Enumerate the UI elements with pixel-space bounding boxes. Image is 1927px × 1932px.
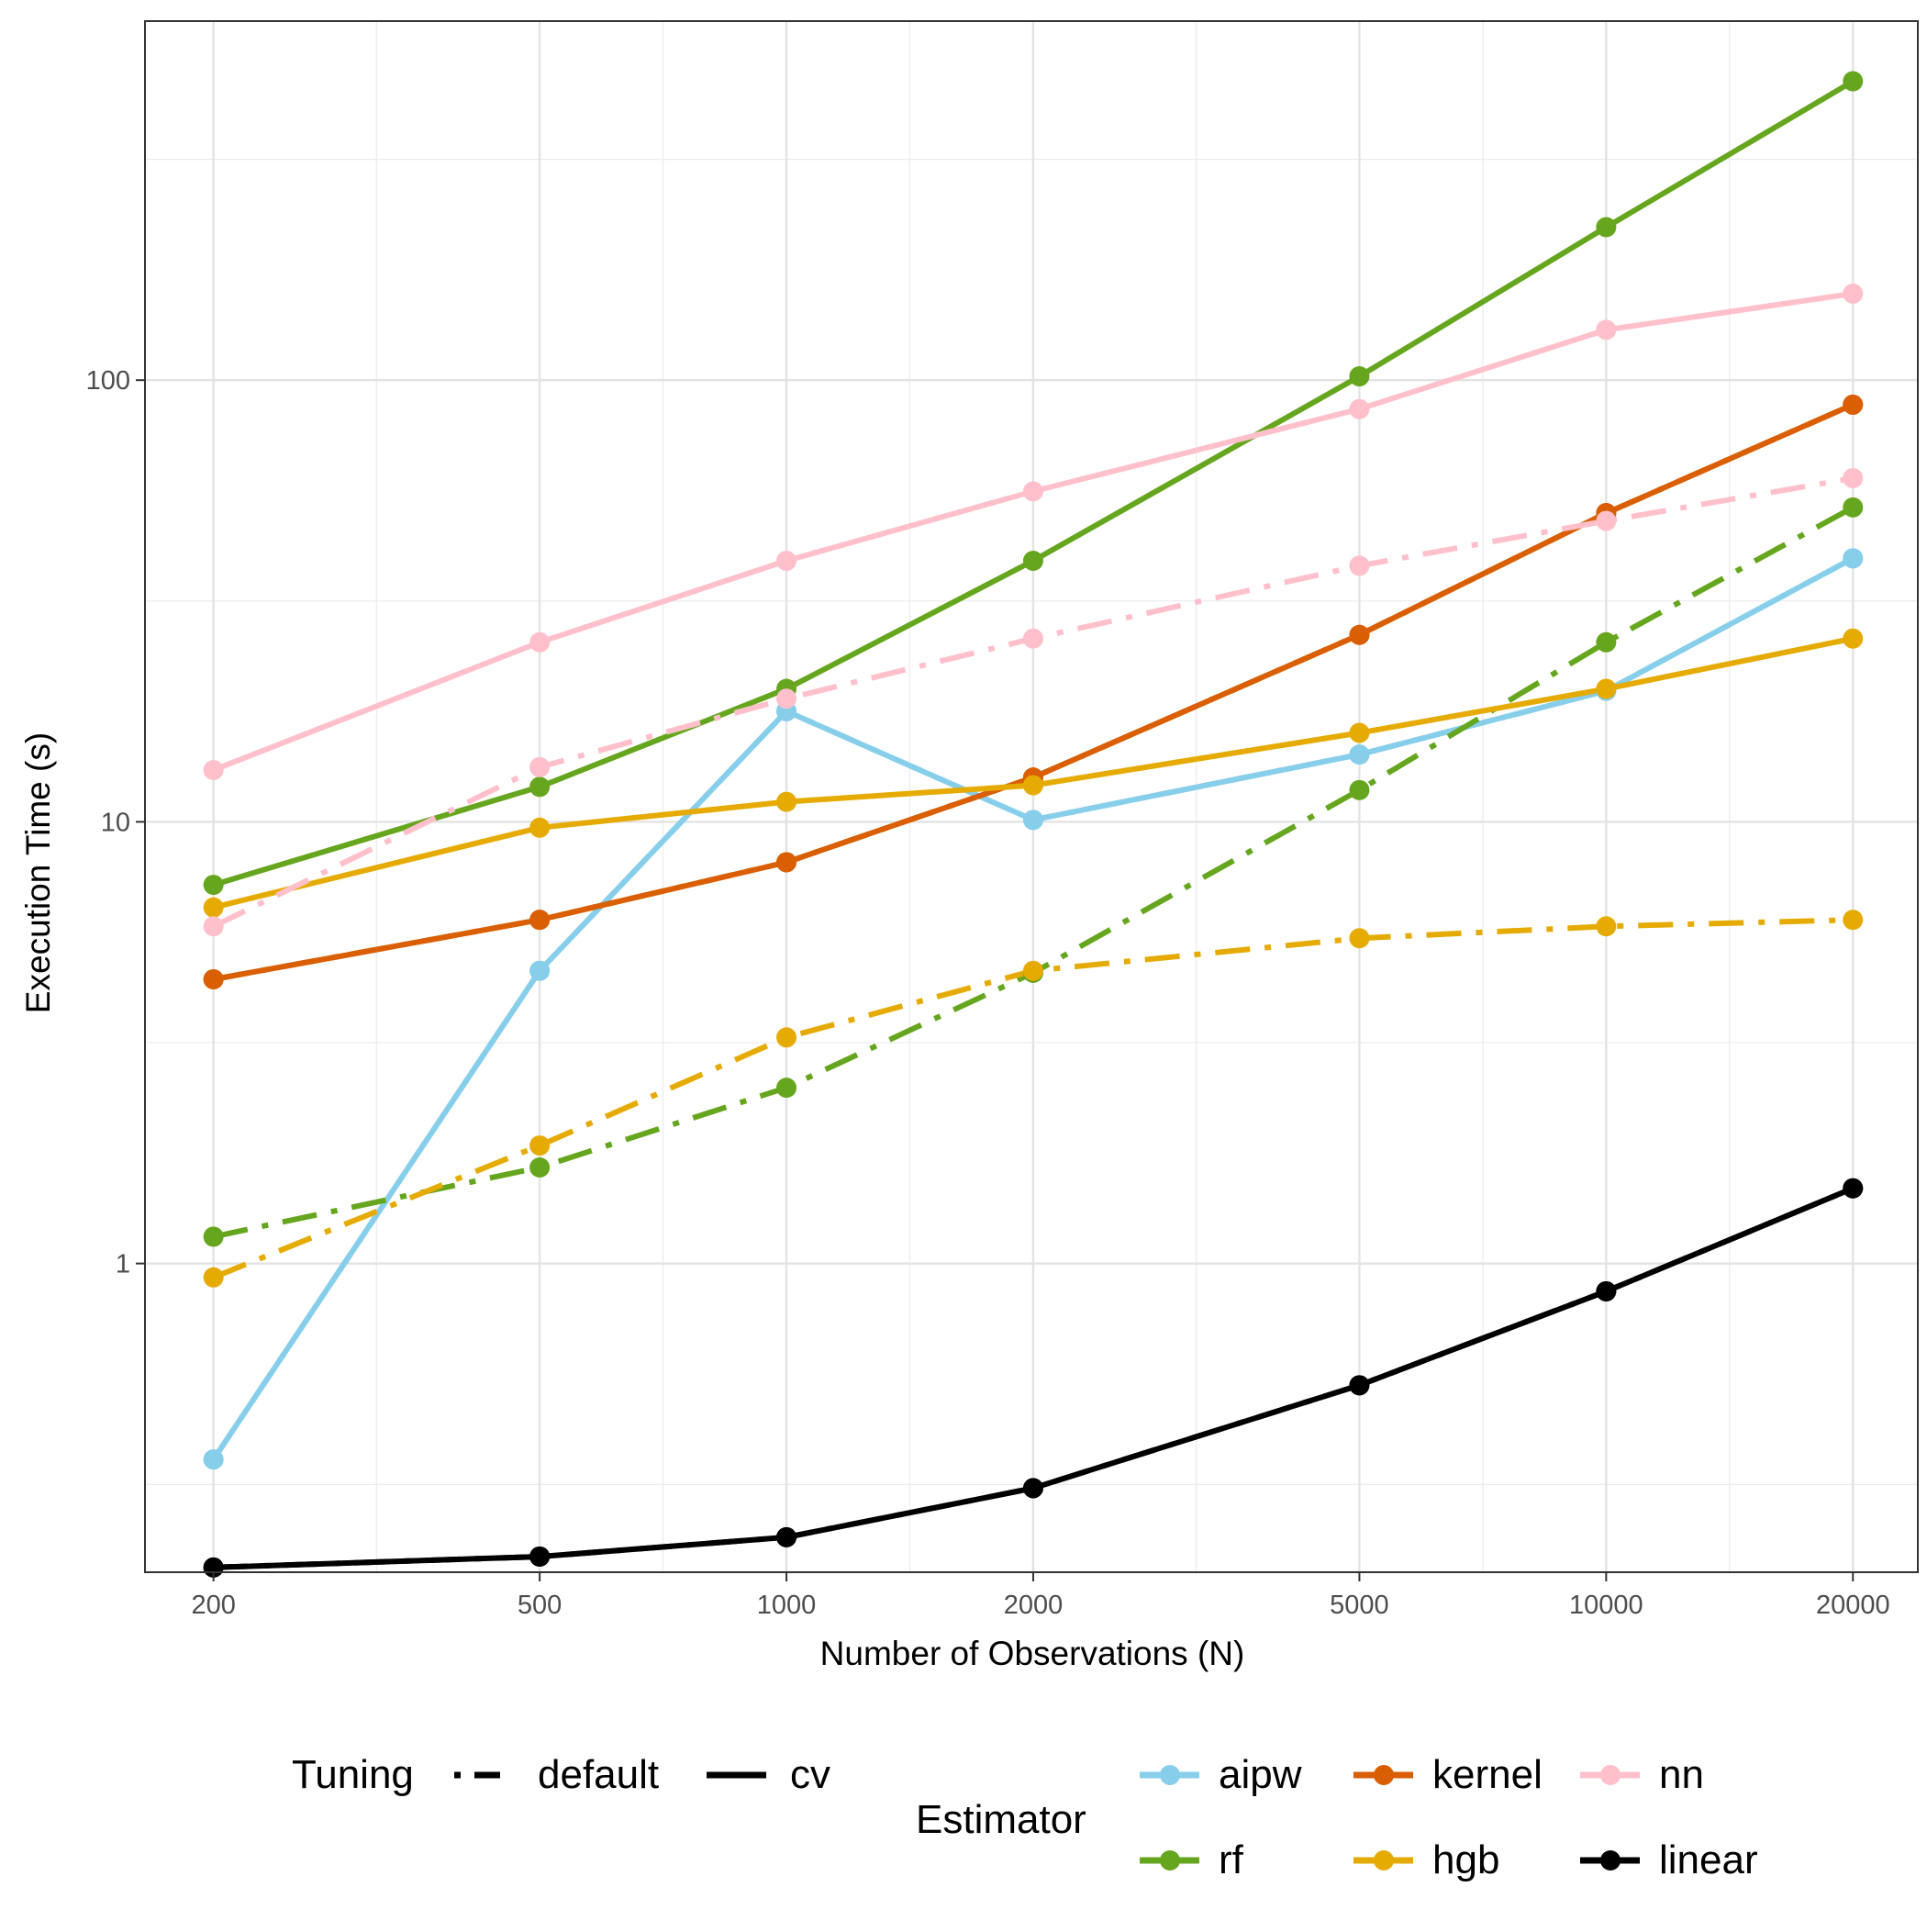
x-tick-label: 2000: [1004, 1591, 1064, 1620]
data-point-nn-cv: [203, 759, 224, 780]
data-point-nn-cv: [1843, 283, 1864, 304]
data-point-nn-default: [1843, 467, 1864, 488]
legend-estimator-label-aipw: aipw: [1219, 1752, 1302, 1797]
legend-color-key-point-kernel: [1374, 1765, 1394, 1785]
data-point-nn-cv: [1022, 481, 1043, 502]
legend-tuning-label-cv: cv: [790, 1752, 830, 1797]
data-point-nn-cv: [776, 550, 797, 571]
data-point-linear-default: [776, 1526, 797, 1547]
data-point-rf-default: [776, 1078, 797, 1099]
legend-color-key-point-hgb: [1374, 1850, 1394, 1871]
data-point-rf-default: [1349, 779, 1370, 800]
data-point-kernel-default: [1349, 624, 1370, 645]
data-point-nn-default: [1596, 510, 1617, 531]
data-point-aipw-default: [1349, 744, 1370, 765]
data-point-aipw-default: [529, 960, 551, 981]
legend-tuning-label-default: default: [538, 1752, 659, 1797]
x-tick-label: 5000: [1330, 1591, 1389, 1620]
data-point-hgb-default: [776, 1027, 797, 1048]
data-point-linear-default: [1349, 1375, 1370, 1396]
data-point-rf-default: [1596, 631, 1617, 653]
x-tick-label: 1000: [757, 1591, 817, 1620]
x-axis-title: Number of Observations (N): [820, 1635, 1245, 1672]
data-point-aipw-default: [1843, 548, 1864, 569]
data-point-hgb-cv: [1843, 628, 1864, 649]
data-point-nn-default: [1349, 555, 1370, 576]
data-point-linear-default: [1596, 1280, 1617, 1301]
data-point-hgb-default: [1349, 928, 1370, 949]
data-point-hgb-cv: [1349, 722, 1370, 743]
legend-tuning-title: Tuning: [292, 1752, 414, 1797]
data-point-rf-cv: [1022, 550, 1043, 571]
x-tick-label: 10000: [1569, 1591, 1643, 1620]
data-point-aipw-default: [1022, 810, 1043, 831]
data-point-hgb-cv: [203, 897, 224, 918]
legend-color-key-point-linear: [1600, 1850, 1621, 1871]
y-tick-label: 1: [116, 1250, 130, 1279]
y-tick-label: 10: [101, 808, 130, 837]
data-point-nn-default: [776, 688, 797, 709]
data-point-aipw-default: [203, 1449, 224, 1470]
data-point-nn-cv: [1596, 319, 1617, 341]
legend: Tuning default cv Estimator aipw kernel nn rf hg…: [292, 1752, 1758, 1882]
data-point-rf-cv: [1596, 217, 1617, 238]
data-point-rf-default: [529, 1156, 551, 1178]
legend-color-key-point-nn: [1600, 1765, 1621, 1785]
data-point-kernel-default: [776, 852, 797, 873]
legend-estimator-title: Estimator: [916, 1797, 1086, 1842]
x-tick-label: 500: [518, 1591, 562, 1620]
data-point-hgb-default: [1596, 916, 1617, 937]
legend-estimator-label-linear: linear: [1659, 1837, 1758, 1882]
data-point-rf-cv: [529, 776, 551, 798]
data-point-nn-cv: [1349, 398, 1370, 419]
legend-estimator-label-nn: nn: [1659, 1752, 1704, 1797]
y-axis-title: Execution Time (s): [19, 732, 57, 1013]
x-tick-label: 20000: [1816, 1591, 1890, 1620]
x-tick-label: 200: [191, 1591, 235, 1620]
data-point-hgb-default: [203, 1267, 224, 1288]
data-point-hgb-default: [529, 1135, 551, 1156]
data-point-linear-default: [1843, 1178, 1864, 1199]
data-point-nn-default: [529, 756, 551, 777]
data-point-hgb-cv: [1022, 775, 1043, 796]
legend-estimator-label-kernel: kernel: [1432, 1752, 1543, 1797]
data-point-hgb-cv: [776, 791, 797, 812]
data-point-linear-default: [529, 1546, 551, 1567]
series-points: [203, 71, 1864, 1578]
legend-color-key-point-aipw: [1160, 1765, 1180, 1785]
data-point-kernel-default: [203, 968, 224, 989]
data-point-rf-cv: [203, 875, 224, 896]
data-point-rf-cv: [1843, 71, 1864, 92]
data-point-hgb-default: [1843, 910, 1864, 931]
data-point-hgb-default: [1022, 960, 1043, 981]
data-point-kernel-default: [529, 910, 551, 931]
data-point-nn-default: [1022, 628, 1043, 649]
legend-estimator-label-hgb: hgb: [1432, 1837, 1499, 1882]
data-point-kernel-default: [1843, 394, 1864, 415]
y-tick-label: 100: [86, 366, 130, 396]
plot-panel-border: [144, 20, 1919, 1573]
legend-color-key-point-rf: [1160, 1850, 1180, 1871]
data-point-hgb-cv: [529, 817, 551, 838]
data-point-rf-default: [203, 1226, 224, 1247]
data-point-nn-cv: [529, 631, 551, 653]
data-point-rf-cv: [1349, 366, 1370, 387]
legend-estimator-label-rf: rf: [1219, 1837, 1244, 1882]
data-point-rf-default: [1843, 497, 1864, 518]
data-point-hgb-cv: [1596, 678, 1617, 699]
data-point-nn-default: [203, 916, 224, 937]
data-point-linear-default: [1022, 1478, 1043, 1499]
axes: 200 500 1000 2000 5000 10000 20000 1 10 100: [86, 366, 1890, 1620]
